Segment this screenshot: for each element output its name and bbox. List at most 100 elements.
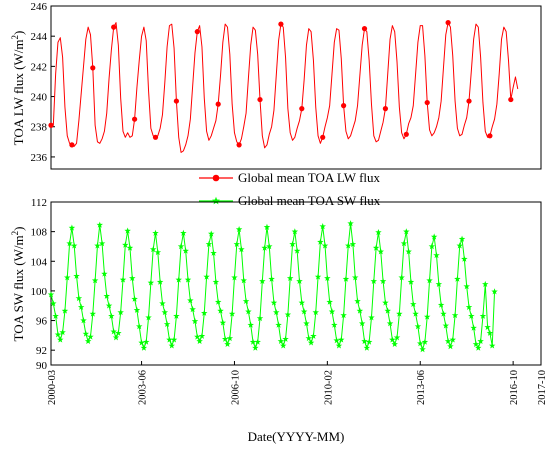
sw-data-point [149, 246, 157, 253]
sw-data-point [119, 276, 127, 283]
x-tick-label: 2013-06 [416, 370, 427, 405]
sw-y-ticks: 90 92 96 100 104 108 112 [31, 197, 55, 372]
sw-data-point [321, 242, 329, 249]
sw-data-point [238, 246, 245, 253]
sw-data-point [124, 227, 131, 234]
lw-y-tick-label: 238 [31, 122, 48, 134]
sw-data-point [382, 299, 389, 306]
x-tick-label: 2010-02 [323, 370, 334, 405]
sw-data-point [126, 244, 134, 251]
sw-data-point [108, 312, 115, 319]
sw-y-tick-label: 112 [31, 197, 47, 209]
sw-data-point [131, 295, 138, 302]
lw-plot-frame [50, 5, 542, 170]
sw-data-point [59, 329, 66, 336]
sw-data-point [159, 300, 166, 307]
sw-data-point [152, 229, 159, 236]
sw-data-point [233, 240, 241, 247]
sw-data-point [375, 228, 382, 236]
sw-data-point [228, 310, 236, 317]
sw-data-point [198, 332, 206, 339]
sw-data-point [208, 230, 215, 237]
sw-data-point [426, 277, 433, 284]
sw-data-point [349, 240, 357, 247]
lw-series-line [51, 22, 519, 153]
sw-data-point [221, 335, 229, 342]
sw-data-point [240, 277, 247, 284]
lw-data-point [173, 98, 179, 104]
sw-data-point [482, 280, 489, 287]
sw-data-point [261, 244, 268, 251]
sw-data-point [50, 300, 57, 307]
sw-data-point [275, 321, 282, 328]
sw-data-point [47, 291, 55, 298]
sw-data-point [407, 278, 415, 285]
sw-data-point [145, 314, 152, 321]
sw-data-point [138, 339, 145, 346]
sw-data-point [203, 273, 210, 280]
sw-data-point [68, 224, 76, 231]
x-tick-label: 2017-10 [537, 370, 548, 405]
sw-data-point [289, 240, 296, 247]
sw-data-point [270, 299, 278, 306]
sw-y-tick-label: 90 [36, 360, 48, 372]
sw-y-axis-label: TOA SW flux (W/m2) [10, 227, 26, 342]
sw-data-point [94, 242, 101, 249]
sw-data-point [403, 228, 410, 235]
lw-y-tick-label: 236 [31, 152, 48, 164]
sw-data-point [282, 335, 289, 342]
sw-data-point [363, 344, 371, 351]
sw-data-point [342, 275, 350, 282]
sw-data-point [400, 240, 408, 247]
sw-data-point [84, 337, 92, 345]
sw-data-point [463, 283, 470, 290]
lw-data-point [257, 96, 263, 103]
lw-y-tick-label: 242 [31, 61, 48, 73]
sw-data-point [430, 233, 438, 240]
lw-series [48, 20, 519, 153]
sw-data-point [105, 302, 113, 309]
sw-data-point [231, 274, 238, 281]
sw-data-point [340, 311, 347, 319]
sw-data-point [351, 274, 359, 281]
sw-data-point [170, 336, 178, 343]
sw-y-tick-label: 92 [36, 345, 47, 357]
sw-data-point [140, 344, 148, 351]
sw-data-point [210, 249, 217, 256]
sw-data-point [247, 321, 254, 328]
sw-data-point [57, 336, 64, 343]
sw-y-tick-label: 100 [31, 286, 48, 298]
sw-data-point [384, 307, 391, 314]
sw-data-point [256, 314, 264, 322]
sw-data-point [89, 310, 97, 317]
sw-data-point [263, 223, 271, 230]
sw-data-point [489, 342, 496, 349]
sw-data-point [117, 309, 124, 316]
sw-data-point [370, 277, 378, 285]
sw-data-point [133, 306, 141, 313]
lw-legend-label: Global mean TOA LW flux [238, 170, 381, 185]
sw-data-point [305, 334, 313, 342]
sw-data-point [484, 323, 491, 330]
lw-y-tick-label: 246 [31, 1, 48, 13]
sw-data-point [194, 333, 201, 340]
sw-data-point [477, 337, 484, 345]
lw-data-point [424, 99, 430, 106]
sw-data-point [110, 328, 117, 335]
sw-data-point [226, 334, 234, 342]
sw-data-point [252, 344, 259, 351]
sw-data-point [451, 311, 459, 319]
sw-data-point [177, 243, 185, 250]
sw-data-point [379, 277, 387, 285]
sw-data-point [458, 235, 466, 242]
sw-data-point [338, 336, 345, 343]
lw-data-point [278, 21, 284, 27]
lw-data-point [466, 98, 472, 104]
sw-legend-label: Global mean TOA SW flux [238, 193, 381, 208]
sw-data-point [454, 275, 461, 282]
sw-data-point [296, 277, 303, 285]
sw-data-point [312, 309, 319, 316]
lw-data-point [361, 26, 368, 32]
sw-data-point [396, 310, 403, 317]
sw-data-point [300, 308, 308, 315]
